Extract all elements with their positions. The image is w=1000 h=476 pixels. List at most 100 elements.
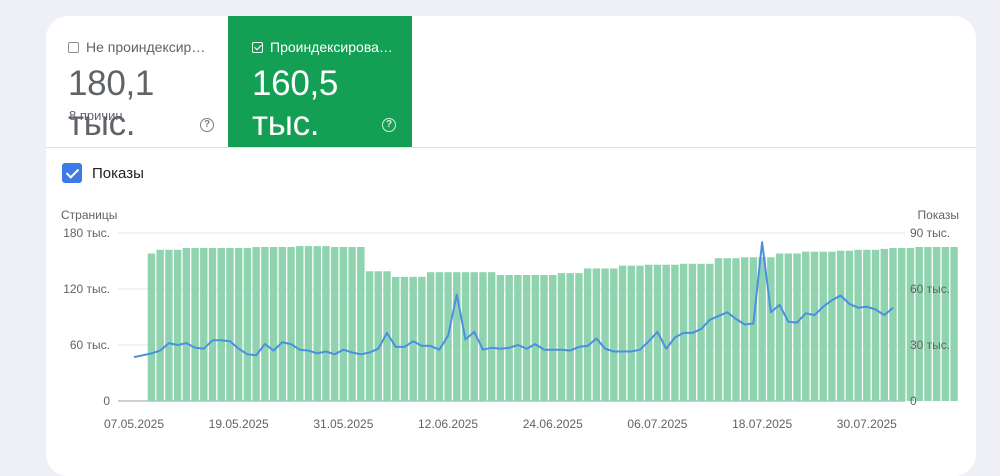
indexed-bar	[296, 246, 304, 401]
not-indexed-count: 180,1 тыс.	[68, 64, 155, 143]
indexed-bar	[671, 264, 679, 401]
indexed-bar	[409, 276, 417, 401]
indexed-bar	[470, 272, 478, 401]
indexed-bar	[758, 257, 766, 401]
indexed-bar	[845, 250, 854, 401]
indexed-bar	[348, 247, 356, 401]
impressions-checkbox[interactable]	[62, 163, 82, 183]
indexed-bar	[487, 272, 496, 401]
tab-indexed-label: Проиндексирова…	[270, 39, 393, 55]
indexed-bar	[191, 247, 199, 401]
indexed-bar	[592, 268, 601, 401]
left-axis-title: Страницы	[61, 208, 117, 222]
indexed-bar	[636, 265, 644, 401]
right-axis-title: Показы	[918, 208, 959, 222]
indexed-bar	[435, 272, 444, 401]
indexed-bar	[322, 246, 330, 401]
indexed-bar	[863, 249, 871, 401]
indexed-bar	[531, 275, 540, 401]
indexed-bar	[453, 272, 461, 401]
indexed-bar	[252, 247, 260, 401]
tab-not-indexed[interactable]: Не проиндексир… 180,1 тыс. 8 причин ?	[46, 16, 228, 147]
x-tick-label: 18.07.2025	[732, 417, 792, 431]
x-tick-label: 24.06.2025	[523, 417, 583, 431]
indexed-bar	[767, 257, 775, 401]
indexed-bar	[418, 276, 426, 401]
indexed-bar	[889, 247, 897, 401]
indexed-bar	[514, 275, 522, 401]
indexed-bar	[924, 247, 932, 401]
indexed-bar	[557, 273, 566, 401]
indexed-bar	[706, 263, 714, 401]
indexed-bar	[147, 253, 156, 401]
indexed-bar	[226, 247, 234, 401]
right-tick-label: 60 тыс.	[910, 282, 950, 296]
indexed-bar	[601, 268, 609, 401]
indexed-bar	[566, 273, 574, 401]
indexed-bar	[505, 275, 513, 401]
left-tick-label: 0	[103, 394, 110, 408]
tab-indexed[interactable]: Проиндексирова… 160,5 тыс. ?	[228, 16, 412, 147]
indexed-bar	[854, 249, 862, 401]
indexed-bar	[810, 251, 819, 401]
x-tick-label: 30.07.2025	[837, 417, 897, 431]
indexed-bar	[880, 248, 888, 401]
indexed-bar	[714, 258, 723, 401]
indexed-bar	[732, 258, 740, 401]
indexed-bar	[208, 247, 217, 401]
indexed-bar	[932, 247, 941, 401]
metric-toggle-impressions[interactable]: Показы	[62, 163, 144, 183]
tab-divider	[46, 147, 976, 148]
left-tick-label: 120 тыс.	[63, 282, 110, 296]
indexed-bar	[357, 247, 365, 401]
indexed-bar	[645, 264, 653, 401]
indexed-bar	[819, 251, 827, 401]
indexed-bar	[234, 247, 243, 401]
tab-indexed-header: Проиндексирова…	[252, 39, 393, 55]
indexed-checkbox[interactable]	[252, 41, 263, 53]
indexed-bar	[583, 268, 592, 401]
x-tick-label: 19.05.2025	[209, 417, 269, 431]
x-tick-label: 31.05.2025	[313, 417, 373, 431]
right-tick-label: 90 тыс.	[910, 226, 950, 240]
indexed-bar	[304, 246, 313, 401]
indexed-bar	[278, 247, 287, 401]
indexed-bar	[802, 251, 810, 401]
indexed-bar	[784, 253, 793, 401]
left-tick-label: 180 тыс.	[63, 226, 110, 240]
indexed-bar	[723, 258, 731, 401]
impressions-line	[133, 241, 894, 359]
indexed-bar	[261, 247, 269, 401]
indexed-bar	[697, 263, 705, 401]
indexed-bar	[775, 253, 784, 401]
indexed-bar	[374, 271, 382, 401]
indexed-bar	[182, 247, 191, 401]
indexed-bar	[496, 275, 505, 401]
indexed-bar	[915, 247, 923, 401]
indexed-bar	[156, 249, 164, 401]
indexed-bar	[871, 249, 880, 401]
help-icon[interactable]: ?	[200, 118, 214, 132]
indexed-bar	[540, 275, 548, 401]
indexed-bar	[339, 247, 348, 401]
indexed-bar	[383, 271, 391, 401]
indexed-bar	[828, 251, 836, 401]
indexed-bar	[269, 247, 278, 401]
indexed-bar	[662, 264, 670, 401]
indexed-bar	[243, 247, 252, 401]
indexed-bar	[400, 276, 409, 401]
indexed-bar	[165, 249, 173, 401]
x-tick-label: 12.06.2025	[418, 417, 478, 431]
indexed-bar	[173, 249, 182, 401]
indexed-bar	[426, 272, 435, 401]
x-tick-label: 07.05.2025	[104, 417, 164, 431]
indexed-count: 160,5 тыс.	[252, 64, 339, 143]
indexed-bar	[740, 257, 749, 401]
not-indexed-checkbox[interactable]	[68, 41, 79, 53]
indexed-bar	[365, 271, 374, 401]
indexed-bar	[749, 257, 758, 401]
help-icon[interactable]: ?	[382, 118, 396, 132]
indexed-bar	[217, 247, 225, 401]
indexed-bar	[549, 275, 557, 401]
